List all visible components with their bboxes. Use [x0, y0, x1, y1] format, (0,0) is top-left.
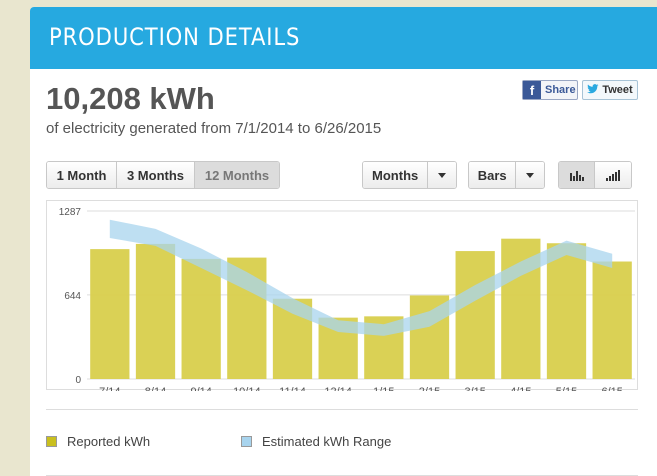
panel-header: PRODUCTION DETAILS: [30, 7, 657, 69]
x-tick-label: 1/15: [373, 386, 394, 391]
tab-12-months[interactable]: 12 Months: [195, 162, 279, 188]
tweet-button[interactable]: Tweet: [582, 80, 638, 100]
legend-estimated: Estimated kWh Range: [241, 434, 391, 449]
legend-swatch-reported: [46, 436, 57, 447]
y-tick-label: 644: [64, 291, 81, 302]
signal-view-button[interactable]: [595, 162, 631, 188]
chevron-down-icon: [438, 172, 447, 178]
legend-swatch-estimated: [241, 436, 252, 447]
granularity-dropdown-caret[interactable]: [428, 162, 456, 188]
production-chart-svg: 0 644 1287 7/14 8/14 9/14 10/14 11/14 12/14 1/15 2…: [59, 207, 635, 398]
estimated-range-band: [109, 219, 613, 336]
range-tabs: 1 Month 3 Months 12 Months: [46, 161, 280, 189]
x-tick-label: 6/15: [601, 386, 622, 391]
granularity-selected-label[interactable]: Months: [363, 162, 429, 188]
x-tick-label: 12/14: [324, 386, 352, 391]
y-tick-label: 1287: [59, 207, 82, 218]
divider: [46, 409, 638, 410]
bar-5/15: [546, 243, 587, 379]
x-tick-label: 9/14: [190, 386, 211, 391]
production-chart: 0 644 1287 7/14 8/14 9/14 10/14 11/14 12/14 1/15 2…: [46, 200, 638, 398]
bar-8/14: [135, 243, 176, 379]
x-tick-label: 10/14: [233, 386, 261, 391]
legend-reported: Reported kWh: [46, 434, 150, 449]
chart-style-selected-label[interactable]: Bars: [469, 162, 517, 188]
panel-title: PRODUCTION DETAILS: [49, 23, 301, 51]
share-label: Share: [545, 84, 576, 96]
production-details-panel: PRODUCTION DETAILS 10,208 kWh of electri…: [30, 7, 657, 476]
total-production: 10,208 kWh: [46, 81, 215, 116]
tweet-label: Tweet: [602, 84, 633, 96]
bar-6/15: [592, 261, 632, 379]
chart-style-dropdown-caret[interactable]: [516, 162, 544, 188]
x-tick-label: 4/15: [510, 386, 531, 391]
bar-9/14: [181, 258, 221, 379]
bar-view-button[interactable]: [559, 162, 596, 188]
chart-style-select[interactable]: Bars: [468, 161, 545, 189]
bar-7/14: [90, 249, 130, 379]
twitter-bird-icon: [587, 83, 599, 97]
view-toggle: [558, 161, 632, 189]
legend-label-reported: Reported kWh: [67, 434, 151, 449]
bars-icon: [569, 171, 584, 181]
x-tick-label: 8/14: [145, 386, 166, 391]
facebook-share-button[interactable]: f Share: [522, 80, 578, 100]
production-date-range: of electricity generated from 7/1/2014 t…: [46, 120, 382, 137]
x-tick-label: 11/14: [279, 386, 306, 391]
x-tick-label: 7/14: [99, 386, 120, 391]
y-tick-label: 0: [75, 375, 81, 386]
chevron-down-icon: [526, 172, 535, 178]
legend-label-estimated: Estimated kWh Range: [262, 434, 392, 449]
facebook-icon: f: [523, 81, 541, 99]
x-tick-label: 2/15: [419, 386, 440, 391]
x-tick-label: 3/15: [464, 386, 485, 391]
tab-3-months[interactable]: 3 Months: [117, 162, 195, 188]
x-tick-label: 5/15: [556, 386, 577, 391]
granularity-select[interactable]: Months: [362, 161, 457, 189]
bar-3/15: [455, 251, 495, 379]
tab-1-month[interactable]: 1 Month: [47, 162, 117, 188]
signal-bars-icon: [606, 170, 620, 181]
